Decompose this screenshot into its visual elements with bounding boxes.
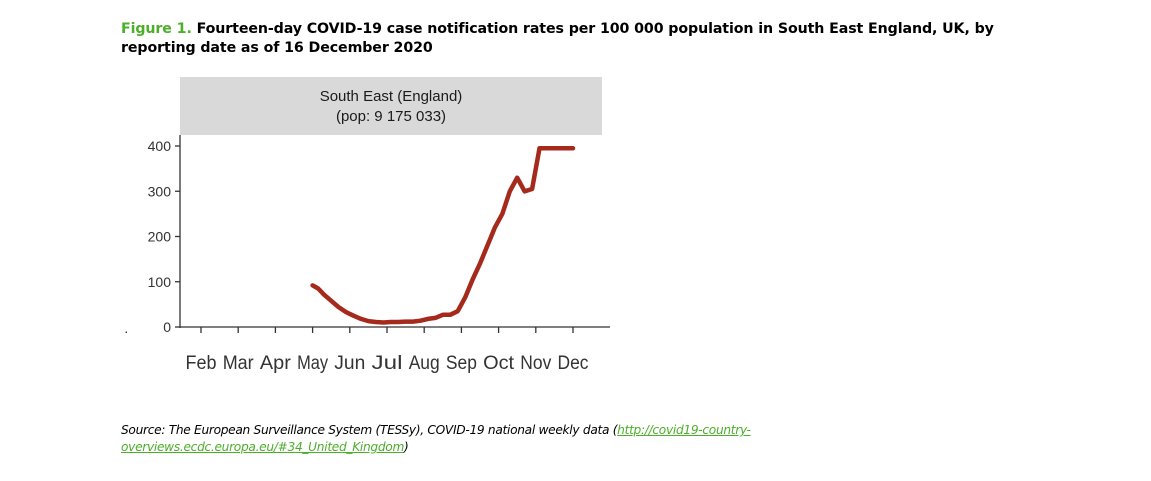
x-tick-label-may: May [297, 353, 328, 374]
y-tick-label-0: 0 [163, 319, 171, 335]
x-tick-label-dec: Dec [558, 353, 589, 374]
x-tick-label-mar: Mar [223, 353, 255, 374]
x-tick-label-apr: Apr [260, 353, 292, 374]
source-link[interactable]: http://covid19-country-overviews.ecdc.eu… [121, 423, 751, 454]
source-note: Source: The European Surveillance System… [121, 422, 941, 456]
series-line-0 [310, 146, 576, 325]
panel-title-line2: (pop: 9 175 033) [336, 108, 446, 125]
data-marks [310, 146, 576, 325]
x-tick-label-nov: Nov [520, 353, 551, 374]
y-tick-label-400: 400 [148, 138, 172, 154]
source-suffix: ) [404, 440, 409, 454]
axes: 0 100 200 300 400 Feb Mar Apr May Jun Jul Aug Sep Oct… [148, 135, 610, 374]
figure-caption: Figure 1. Fourteen-day COVID-19 case not… [121, 20, 1021, 58]
source-prefix: Source: The European Surveillance System… [121, 423, 618, 437]
x-tick-label-aug: Aug [409, 353, 440, 374]
y-tick-label-200: 200 [148, 229, 172, 245]
stray-dot: · [124, 323, 129, 339]
x-tick-label-oct: Oct [483, 353, 515, 374]
figure-title: Fourteen-day COVID-19 case notification … [121, 21, 994, 56]
x-tick-label-sep: Sep [446, 353, 477, 374]
y-tick-label-100: 100 [148, 274, 172, 290]
y-tick-label-300: 300 [148, 183, 172, 199]
panel-title-line1: South East (England) [320, 88, 463, 105]
x-tick-label-feb: Feb [186, 353, 217, 374]
panel-strip [180, 77, 602, 135]
x-tick-label-jun: Jun [334, 353, 365, 374]
figure-label: Figure 1. [121, 21, 192, 37]
x-tick-label-jul: Jul [372, 353, 403, 374]
